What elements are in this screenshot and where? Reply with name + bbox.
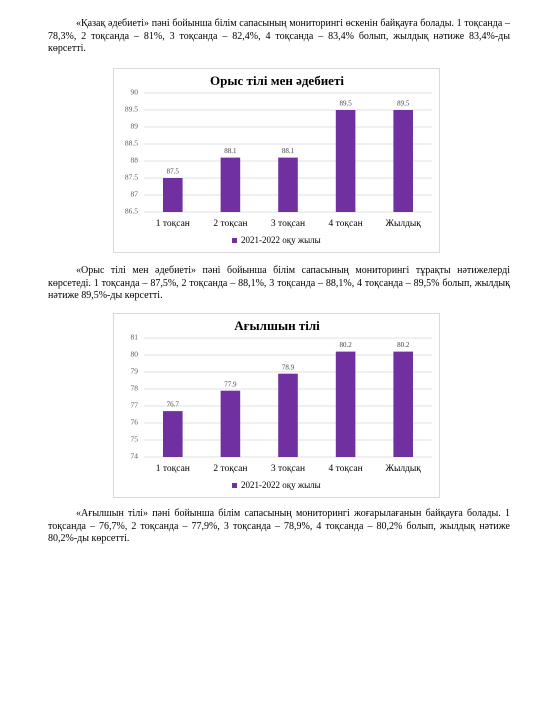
value-label: 80.2 (397, 341, 410, 349)
value-label: 80.2 (339, 341, 352, 349)
value-label: 88.1 (224, 147, 237, 155)
legend-label: 2021-2022 оқу жылы (241, 480, 321, 490)
bar (278, 373, 298, 457)
chart-title: Орыс тілі мен әдебиеті (210, 73, 344, 88)
y-tick-label: 88.5 (125, 139, 138, 148)
paragraph: «Орыс тілі мен әдебиеті» пәні бойынша бі… (48, 265, 510, 301)
value-label: 76.7 (167, 401, 180, 409)
x-tick-label: 1 тоқсан (156, 464, 190, 474)
chart: Ағылшын тілі 74 75 76 77 78 79 80 81 1 тоқсан 2 то… (113, 313, 440, 498)
y-tick-label: 87 (131, 190, 139, 199)
y-tick-label: 80 (131, 350, 139, 359)
value-label: 89.5 (397, 100, 410, 108)
bar (163, 411, 183, 457)
y-tick-label: 78 (131, 384, 139, 393)
bar (220, 157, 241, 212)
y-tick-label: 89.5 (125, 105, 138, 114)
x-tick-label: Жылдық (385, 219, 421, 229)
legend-swatch (232, 483, 237, 488)
bar (335, 110, 356, 212)
x-tick-label: Жылдық (385, 464, 421, 474)
y-tick-label: 76 (131, 418, 139, 427)
bar (393, 351, 413, 457)
bar (220, 390, 241, 457)
y-tick-label: 86.5 (125, 207, 138, 216)
y-tick-label: 75 (131, 435, 139, 444)
bar (393, 110, 413, 212)
legend-label: 2021-2022 оқу жылы (241, 235, 321, 245)
value-label: 78.9 (282, 363, 295, 371)
bar (335, 351, 356, 457)
y-tick-label: 88 (131, 156, 139, 165)
x-tick-label: 2 тоқсан (213, 464, 247, 474)
x-tick-label: 1 тоқсан (156, 219, 190, 229)
y-tick-label: 90 (131, 88, 139, 97)
value-label: 89.5 (339, 100, 352, 108)
y-tick-label: 89 (131, 122, 139, 131)
paragraph: «Ағылшын тілі» пәні бойынша білім сапасы… (48, 508, 510, 544)
legend-swatch (232, 238, 237, 243)
x-tick-label: 4 тоқсан (329, 219, 363, 229)
y-tick-label: 79 (131, 367, 139, 376)
x-tick-label: 4 тоқсан (329, 464, 363, 474)
y-tick-label: 74 (131, 452, 139, 461)
value-label: 88.1 (282, 147, 295, 155)
x-tick-label: 3 тоқсан (271, 464, 305, 474)
chart-title: Ағылшын тілі (234, 318, 320, 333)
x-tick-label: 3 тоқсан (271, 219, 305, 229)
bar (278, 157, 298, 212)
y-tick-label: 77 (131, 401, 139, 410)
y-tick-label: 81 (131, 333, 139, 342)
chart: Орыс тілі мен әдебиеті 86.5 87 87.5 88 88.5 89… (113, 68, 440, 253)
x-tick-label: 2 тоқсан (213, 219, 247, 229)
y-tick-label: 87.5 (125, 173, 138, 182)
value-label: 77.9 (224, 380, 237, 388)
paragraph: «Қазақ әдебиеті» пәні бойынша білім сапа… (48, 18, 510, 54)
bar (163, 178, 183, 212)
value-label: 87.5 (167, 168, 180, 176)
